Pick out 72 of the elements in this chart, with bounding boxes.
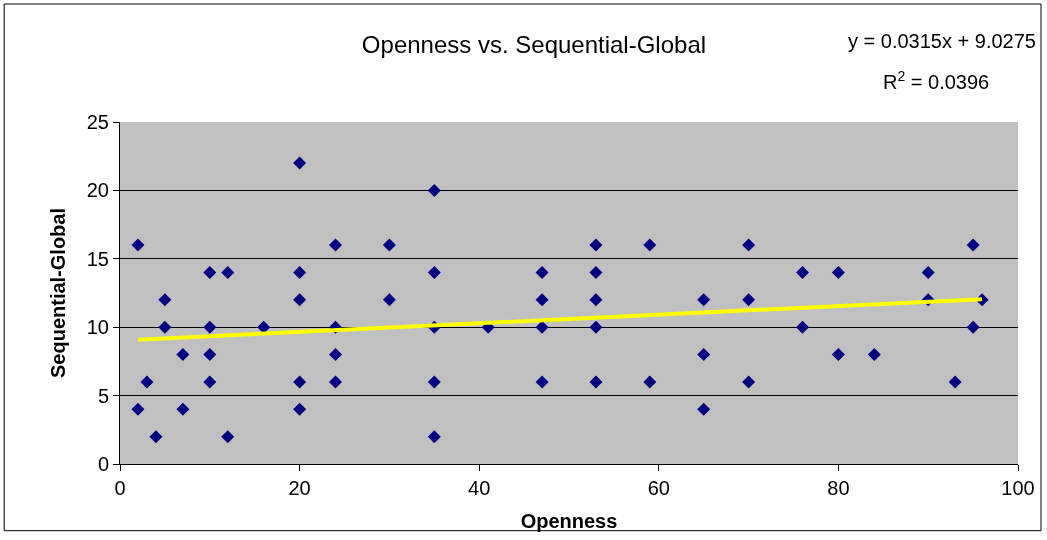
point: [149, 430, 163, 444]
x-tick-label: 0: [114, 477, 126, 499]
point: [158, 293, 172, 307]
text: y = 0.0315x + 9.0275: [848, 30, 1036, 52]
point: [203, 265, 217, 279]
point: [221, 430, 235, 444]
point: [589, 265, 603, 279]
point: [382, 293, 396, 307]
y-tick-label: 20: [86, 179, 109, 202]
point: [140, 375, 154, 389]
point: [131, 402, 145, 416]
point: [427, 430, 441, 444]
point: [948, 375, 962, 389]
x-tick-label: 60: [647, 477, 670, 499]
y-tick-label: 15: [86, 247, 109, 270]
x-tick-label: 80: [827, 477, 850, 499]
x-axis-title: Openness: [520, 509, 618, 532]
point: [643, 375, 657, 389]
point: [293, 156, 307, 170]
y-axis-title: Sequential-Global: [47, 207, 70, 379]
point: [867, 348, 881, 362]
text: R$^{2}$ = 0.0396: [883, 68, 990, 94]
point: [589, 375, 603, 389]
point: [427, 183, 441, 197]
point: [535, 265, 549, 279]
point: [535, 375, 549, 389]
x-tick-label: 100: [1001, 477, 1035, 499]
point: [203, 320, 217, 334]
x-tick-label: 20: [288, 477, 311, 499]
point: [427, 375, 441, 389]
x-tick-label: 40: [468, 477, 491, 499]
point: [831, 348, 845, 362]
point: [293, 402, 307, 416]
point: [293, 293, 307, 307]
point: [966, 320, 980, 334]
y-tick-label: 0: [97, 453, 109, 475]
point: [131, 238, 145, 252]
point: [795, 265, 809, 279]
point: [293, 375, 307, 389]
point: [329, 348, 343, 362]
point: [697, 348, 711, 362]
point: [257, 320, 271, 334]
point: [742, 375, 756, 389]
point: [697, 402, 711, 416]
point: [176, 348, 190, 362]
point: [203, 375, 217, 389]
point: [158, 320, 172, 334]
point: [697, 293, 711, 307]
point: [329, 375, 343, 389]
point: [831, 265, 845, 279]
point: [589, 293, 603, 307]
point: [966, 238, 980, 252]
point: [535, 320, 549, 334]
point: [795, 320, 809, 334]
point: [329, 238, 343, 252]
point: [382, 238, 396, 252]
y-tick-label: 10: [86, 316, 109, 339]
point: [176, 402, 190, 416]
point: [221, 265, 235, 279]
point: [742, 238, 756, 252]
point: [535, 293, 549, 307]
point: [742, 293, 756, 307]
point: [589, 320, 603, 334]
y-tick-label: 25: [86, 111, 109, 133]
point: [643, 238, 657, 252]
point: [921, 265, 935, 279]
point: [427, 265, 441, 279]
point: [589, 238, 603, 252]
y-tick-label: 5: [97, 384, 109, 407]
point: [203, 348, 217, 362]
point: [293, 265, 307, 279]
chart-title: Openness vs. Sequential-Global: [361, 31, 707, 59]
